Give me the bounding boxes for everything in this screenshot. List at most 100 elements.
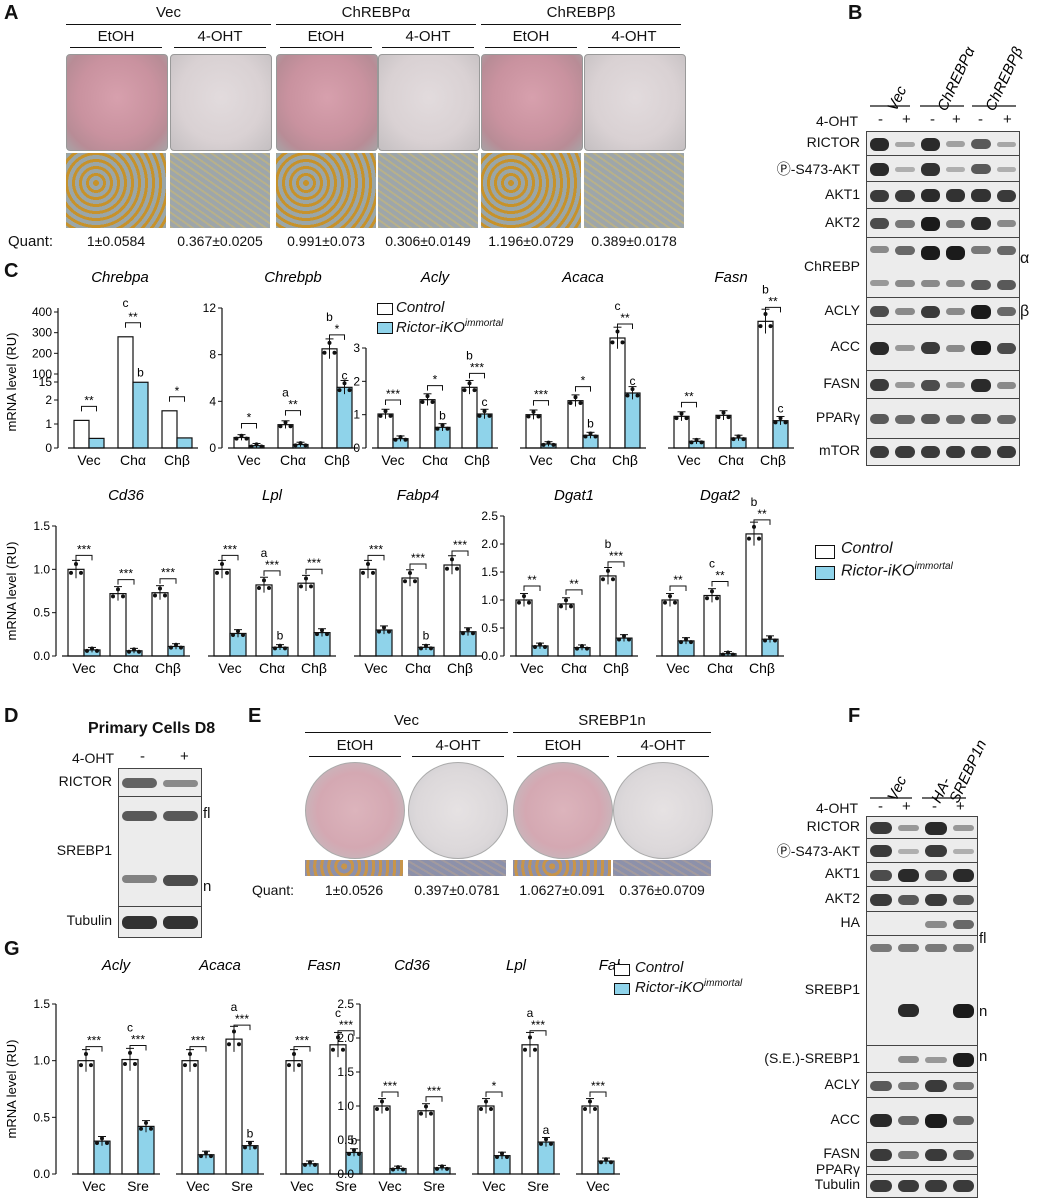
C-top-1-gene-title: Chrebpa [91,269,149,286]
G-2-point [440,1164,444,1169]
C-top-3-sig-bracket [427,385,443,391]
C-top-2-point [322,350,327,355]
C-bottom-1-sig-bracket [367,554,385,561]
C-bottom-2-point [580,643,584,648]
C-bottom-2-point [569,604,573,609]
C-top-1-letter-ko: b [137,365,144,379]
G-1-sig-bracket [85,1046,103,1052]
C-top-1-tick-label: 1 [45,417,52,431]
f-band-7-3 [952,1081,974,1090]
C-bottom-1-point [74,561,78,566]
C-bottom-1-point [215,570,219,575]
C-bottom-2-bar-control-0-1 [557,603,575,657]
legend-swatch-ko [377,322,393,334]
f-row-label-1: Ⓟ-S473-AKT [776,843,860,859]
C-bottom-1-cat-label: Chα [259,660,285,676]
C-bottom-1-sig-bracket [159,578,177,584]
C-top-3-tick-label: 1 [353,408,360,422]
C-top-3-sig-bracket [575,386,591,392]
C-top-3-gene-title: Fasn [714,269,747,286]
C-bottom-1-sig-label: *** [265,558,279,572]
treatment-a-5: 4-OHT [588,28,680,48]
C-bottom-1-point [377,629,381,634]
C-bottom-2-bar-control-1-0 [661,599,679,657]
C-top-1-tick-label: 200 [32,346,52,360]
b-band-0-0 [870,137,890,151]
G-2-point [419,1111,423,1116]
marker-n-f: n [979,1003,988,1020]
C-bottom-1-point [466,627,470,632]
quant-value-e-2: 1.0627±0.091 [519,882,605,898]
f-band-2-1 [897,868,919,882]
C-bottom-2-bar-control-1-2 [745,533,763,657]
d-blot-2 [118,906,202,938]
G-2-bar-ko-1-1 [537,1141,555,1175]
culture-well-e-1 [408,762,508,859]
C-top-2-point [342,381,347,386]
d-band-2-0 [122,915,157,929]
b-band-6-0 [870,341,890,355]
legend-swatch-control-2 [815,545,835,559]
G-1-gene-title: Acly [101,957,132,974]
C-bottom-1-point [325,632,329,637]
G-2-point [583,1106,587,1111]
G-1-point [183,1063,187,1068]
C-top-3-bar-control-1-0 [525,414,542,449]
b-band-lower-4-2 [920,280,940,287]
C-bottom-1-bar-control-2-1 [401,577,419,657]
C-bottom-1-cat-label: Chβ [301,660,327,676]
C-bottom-2-point [679,640,683,645]
C-top-3-sig-label: ** [620,311,630,325]
G-2-point [484,1099,488,1104]
quant-label-e: Quant: [252,882,295,898]
G-2-point [375,1106,379,1111]
treatment-e-0: EtOH [309,737,401,757]
C-top-3-letter-control: c [615,299,621,313]
C-bottom-1-sig-label: *** [77,542,91,556]
b-blot-2 [866,181,1020,210]
G-2-cat-label: Vec [586,1178,609,1194]
C-top-3-gene-title: Acaca [561,269,604,286]
C-bottom-1-point [309,584,313,589]
treatment-e-2: EtOH [517,737,609,757]
C-bottom-2-point [768,635,772,640]
C-bottom-1-point [169,645,173,650]
f-band-6-1 [897,1056,919,1063]
quant-value-a-4: 1.196±0.0729 [488,233,574,249]
C-top-2-sig-bracket [329,334,345,340]
C-top-3-letter-ko: b [439,408,446,422]
C-top-3-point [716,415,721,420]
C-bottom-1-bar-control-1-1 [255,584,273,657]
b-band-5-1 [895,308,915,315]
G-1-bar-ko-0-0 [93,1140,111,1175]
C-bottom-2-point [747,536,751,541]
G-1-point [313,1162,317,1167]
C-bottom-1-point [387,629,391,634]
C-top-3-tick-label: 3 [353,341,360,355]
C-top-3-sig-label: *** [386,387,400,401]
sign-f-2: - [932,798,937,815]
micrograph-e-0 [305,860,403,876]
C-top-3-cat-label: Chβ [760,452,786,467]
title-primary-cells: Primary Cells D8 [88,720,216,737]
f-blot-6 [866,1045,978,1074]
G-1-bar-control-0-1 [121,1058,139,1175]
C-top-2-point [298,441,303,446]
G-1-point [336,1035,340,1040]
micrograph-a-5 [584,153,684,228]
G-1-point [95,1140,99,1145]
C-top-2-point [254,442,259,447]
b-blot-5 [866,297,1020,326]
C-top-2-bar-ko-0-2 [336,386,353,449]
G-2-cat-label: Vec [378,1178,401,1194]
G-1-bar-ko-0-1 [137,1125,155,1175]
C-bottom-1-point [121,594,125,599]
group-header-vec-e: Vec [305,712,508,733]
C-bottom-1-sig-bracket [75,554,93,561]
C-top-3-letter-ko: b [587,416,594,430]
legend-label-ko-2: Rictor-iKOimmortal [841,561,953,580]
C-bottom-2-point [705,596,709,601]
b-band-9-3 [946,446,966,458]
blot-lane-headers-b: Vec ChREBPα ChREBPβ [870,44,1027,114]
